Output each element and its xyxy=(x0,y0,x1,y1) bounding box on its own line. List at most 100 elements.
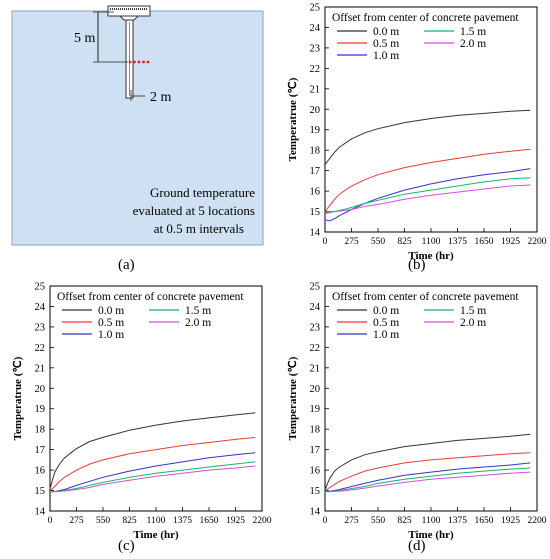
pavement-foot xyxy=(118,15,140,21)
x-tick-label: 1925 xyxy=(226,516,245,526)
x-tick-label: 1100 xyxy=(147,516,166,526)
legend-title: Offset from center of concrete pavement xyxy=(57,291,244,303)
y-tick-label: 21 xyxy=(310,363,321,374)
legend-label: 2.0 m xyxy=(185,317,211,329)
x-tick-label: 825 xyxy=(397,237,412,247)
y-tick-label: 15 xyxy=(35,486,46,497)
y-tick-label: 16 xyxy=(310,187,321,198)
x-tick-label: 1100 xyxy=(422,237,441,247)
series-line xyxy=(49,436,256,491)
x-tick-label: 550 xyxy=(371,237,386,247)
y-tick-label: 17 xyxy=(310,166,321,177)
x-tick-label: 1650 xyxy=(475,516,494,526)
y-tick-label: 22 xyxy=(310,343,321,354)
sensor-dot xyxy=(133,60,136,64)
y-tick-label: 24 xyxy=(310,302,321,313)
x-tick-label: 825 xyxy=(397,516,412,526)
y-tick-label: 18 xyxy=(310,425,321,436)
caption-d: (d) xyxy=(408,538,426,554)
plot-frame xyxy=(324,6,538,233)
y-tick-label: 25 xyxy=(310,282,321,293)
ground-region xyxy=(11,10,264,246)
x-tick-label: 0 xyxy=(323,516,328,526)
legend-label: 2.0 m xyxy=(460,38,486,50)
chart-b: 0 275 550 825 1100 1375 1650 1925 22001415161718… xyxy=(287,3,547,263)
series-line xyxy=(324,168,531,222)
pavement-slab xyxy=(107,5,151,17)
y-tick-label: 18 xyxy=(310,146,321,157)
x-tick-label: 0 xyxy=(323,237,328,247)
sensor-dot xyxy=(137,60,141,64)
x-tick-label: 1100 xyxy=(422,516,441,526)
series-line xyxy=(324,109,531,165)
y-tick-label: 14 xyxy=(310,228,321,239)
legend-label: 2.0 m xyxy=(460,317,486,329)
plot-frame xyxy=(324,285,538,512)
x-tick-label: 825 xyxy=(122,516,137,526)
y-tick-label: 20 xyxy=(310,105,321,116)
legend-label: 1.5 m xyxy=(460,305,486,317)
chart-c: 0 275 550 825 1100 1375 1650 1925 22001415161718… xyxy=(12,282,272,542)
legend-label: 1.5 m xyxy=(185,305,211,317)
x-tick-label: 1925 xyxy=(501,237,520,247)
y-tick-label: 16 xyxy=(310,466,321,477)
note-line-1: Ground temperature xyxy=(150,185,255,200)
y-tick-label: 14 xyxy=(35,507,46,518)
caption-b: (b) xyxy=(408,257,426,273)
y-tick-label: 24 xyxy=(35,302,46,313)
x-tick-label: 275 xyxy=(344,516,359,526)
x-tick-label: 1925 xyxy=(501,516,520,526)
y-tick-label: 21 xyxy=(35,363,46,374)
y-tick-label: 24 xyxy=(310,23,321,34)
y-tick-label: 23 xyxy=(310,322,321,333)
x-tick-label: 275 xyxy=(69,516,84,526)
y-tick-label: 23 xyxy=(310,43,321,54)
offset-label: 2 m xyxy=(150,90,172,105)
y-tick-label: 17 xyxy=(310,445,321,456)
x-tick-label: 0 xyxy=(48,516,53,526)
x-tick-label: 1375 xyxy=(448,237,467,247)
series-line xyxy=(324,148,531,212)
legend-label: 0.5 m xyxy=(98,317,124,329)
legend-label: 0.0 m xyxy=(373,305,399,317)
y-tick-label: 18 xyxy=(35,425,46,436)
chart-d: 0 275 550 825 1100 1375 1650 1925 22001415161718… xyxy=(287,282,547,542)
y-axis-label: Temperatrue (℃) xyxy=(287,356,299,440)
sensor-dot xyxy=(128,60,132,64)
legend-label: 0.5 m xyxy=(373,38,399,50)
x-tick-label: 2200 xyxy=(528,516,547,526)
note-line-2: evaluated at 5 locations xyxy=(133,203,255,218)
x-tick-label: 550 xyxy=(96,516,111,526)
y-tick-label: 21 xyxy=(310,84,321,95)
legend-label: 1.0 m xyxy=(373,329,399,341)
y-tick-label: 20 xyxy=(310,384,321,395)
x-axis-label: Time (hr) xyxy=(133,529,179,541)
sensor-dots xyxy=(128,60,150,64)
legend-label: 0.5 m xyxy=(373,317,399,329)
y-tick-label: 19 xyxy=(310,404,321,415)
y-tick-label: 25 xyxy=(35,282,46,293)
note-line-3: at 0.5 m intervals xyxy=(154,221,244,236)
y-tick-label: 15 xyxy=(310,207,321,218)
y-tick-label: 19 xyxy=(35,404,46,415)
series-line xyxy=(324,462,531,493)
legend-label: 1.0 m xyxy=(373,50,399,62)
legend-label: 0.0 m xyxy=(98,305,124,317)
y-tick-label: 25 xyxy=(310,3,321,14)
y-tick-label: 19 xyxy=(310,125,321,136)
legend-label: 0.0 m xyxy=(373,26,399,38)
y-tick-label: 20 xyxy=(35,384,46,395)
y-tick-label: 16 xyxy=(35,466,46,477)
caption-c: (c) xyxy=(118,538,135,554)
series-line xyxy=(324,433,531,490)
caption-a: (a) xyxy=(118,257,135,273)
legend-label: 1.5 m xyxy=(460,26,486,38)
x-tick-label: 2200 xyxy=(253,516,272,526)
x-tick-label: 1375 xyxy=(173,516,192,526)
series-line xyxy=(325,471,531,493)
x-tick-label: 1650 xyxy=(200,516,219,526)
series-line xyxy=(49,412,256,489)
series-line xyxy=(50,452,256,493)
y-axis-label: Temperatrue (℃) xyxy=(12,356,24,440)
x-axis-label: Time (hr) xyxy=(408,529,454,541)
